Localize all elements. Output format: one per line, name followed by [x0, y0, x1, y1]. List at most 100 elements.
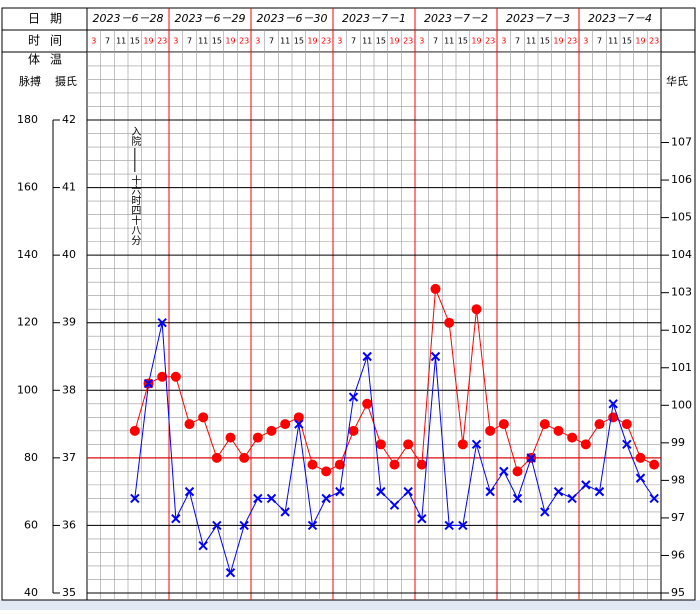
time-label: 7 [105, 37, 110, 46]
f-tick-label: 102 [671, 323, 692, 336]
f-tick-label: 99 [671, 436, 685, 449]
temp-point [321, 466, 332, 477]
date-label: 2023－6－28 [93, 12, 164, 25]
time-label: 11 [608, 37, 618, 46]
temp-point [184, 419, 195, 430]
temp-point [457, 439, 468, 450]
time-label: 23 [567, 37, 577, 46]
annotation: 入院 [129, 126, 141, 147]
temp-point [498, 419, 509, 430]
y-tick-label: 36 [62, 518, 76, 531]
time-label: 19 [471, 37, 481, 46]
axis-title: 脉搏 [19, 74, 41, 88]
pulse-point [444, 520, 454, 531]
pulse-point [280, 507, 290, 517]
time-label: 23 [649, 37, 659, 46]
f-tick-label: 106 [671, 173, 692, 186]
temp-point [430, 283, 441, 294]
date-label: 2023－6－29 [175, 12, 246, 25]
time-label: 23 [157, 37, 167, 46]
f-tick-label: 103 [671, 286, 692, 299]
axis-title: 摄氏 [55, 74, 77, 88]
series-line [134, 288, 655, 473]
y-tick-label: 42 [62, 113, 76, 126]
pulse-point [362, 351, 372, 362]
time-label: 19 [635, 37, 645, 46]
temp-point [512, 466, 523, 477]
row-label: 日期 [28, 12, 72, 26]
pulse-point [417, 513, 427, 524]
pulse-point [130, 493, 140, 504]
time-label: 11 [526, 37, 536, 46]
pulse-point [485, 486, 495, 497]
temp-point [485, 425, 496, 436]
status-strip [0, 600, 700, 610]
y2-tick-label: 180 [17, 113, 38, 126]
annotation: 十六时四十八分 [129, 174, 141, 246]
y2-tick-label: 160 [17, 181, 38, 194]
pulse-point [184, 486, 195, 497]
temp-point [266, 425, 277, 436]
pulse-point [622, 439, 632, 450]
f-tick-label: 100 [671, 398, 692, 411]
time-label: 11 [280, 37, 290, 46]
pulse-point [526, 453, 536, 463]
pulse-point [608, 399, 618, 409]
pulse-point [225, 568, 236, 578]
time-label: 15 [212, 37, 222, 46]
time-label: 19 [389, 37, 399, 46]
time-label: 23 [239, 37, 249, 46]
temp-point [225, 432, 236, 443]
time-label: 11 [116, 37, 126, 46]
time-label: 3 [501, 37, 506, 46]
time-label: 15 [376, 37, 386, 46]
date-label: 2023－7－4 [588, 12, 652, 25]
y-tick-label: 35 [62, 586, 76, 599]
f-tick-label: 96 [671, 548, 685, 561]
pulse-point [581, 480, 591, 490]
pulse-point [212, 520, 222, 531]
time-label: 3 [255, 37, 260, 46]
time-label: 15 [622, 37, 632, 46]
temp-point [416, 459, 427, 470]
time-label: 7 [269, 37, 274, 46]
pulse-point [376, 486, 386, 497]
row-label: 时间 [28, 34, 72, 48]
pulse-point [294, 419, 304, 429]
y2-tick-label: 80 [24, 451, 38, 464]
temp-point [198, 412, 209, 423]
temp-point [471, 304, 482, 315]
f-tick-label: 101 [671, 361, 692, 374]
y-tick-label: 39 [62, 316, 76, 329]
y-tick-label: 41 [62, 181, 76, 194]
time-label: 19 [553, 37, 563, 46]
date-label: 2023－7－3 [506, 12, 570, 25]
y2-tick-label: 120 [17, 316, 38, 329]
f-tick-label: 95 [671, 586, 685, 599]
time-label: 19 [225, 37, 235, 46]
pulse-point [171, 513, 181, 524]
time-label: 15 [540, 37, 550, 46]
pulse-point [321, 493, 331, 504]
pulse-point [649, 493, 659, 504]
frame [1, 7, 696, 601]
pulse-point [553, 486, 564, 497]
time-label: 15 [458, 37, 468, 46]
time-label: 7 [433, 37, 438, 46]
temp-point [157, 371, 168, 382]
temp-point [280, 419, 291, 430]
pulse-point [458, 520, 468, 531]
time-label: 15 [130, 37, 140, 46]
f-tick-label: 97 [671, 511, 685, 524]
y2-tick-label: 40 [24, 586, 38, 599]
time-label: 19 [307, 37, 317, 46]
temp-point [580, 439, 591, 450]
temp-point [170, 371, 181, 382]
f-tick-label: 98 [671, 473, 685, 486]
y2-tick-label: 60 [24, 518, 38, 531]
f-tick-label: 105 [671, 211, 692, 224]
pulse-point [239, 520, 249, 531]
date-label: 2023－7－2 [424, 12, 488, 25]
time-label: 3 [583, 37, 588, 46]
